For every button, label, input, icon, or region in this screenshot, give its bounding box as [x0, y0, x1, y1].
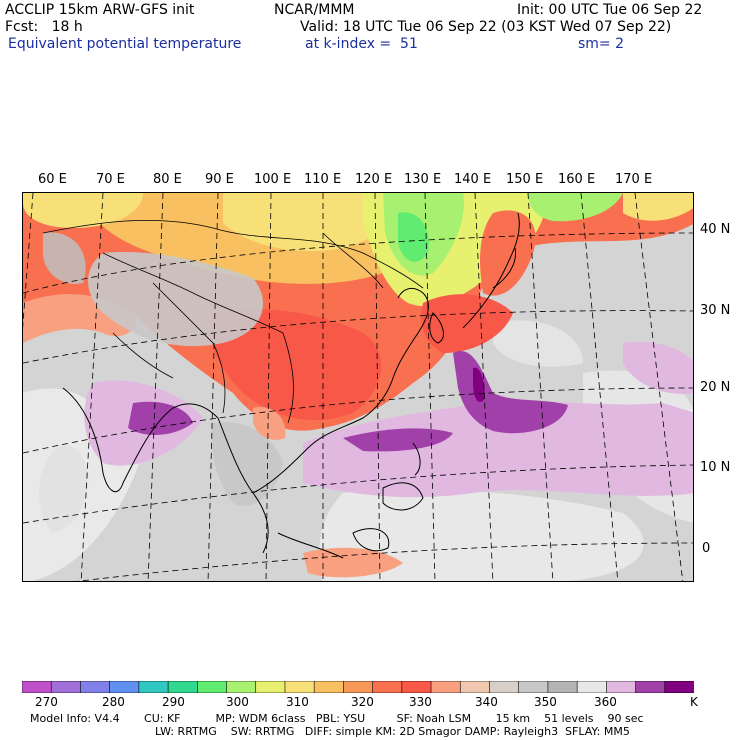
valid-time: Valid: 18 UTC Tue 06 Sep 22 (03 KST Wed …	[300, 19, 672, 35]
colorbar-swatch	[606, 681, 637, 693]
model-info-line1: Model Info: V4.4 CU: KF MP: WDM 6class P…	[30, 712, 644, 725]
colorbar-label: 290	[162, 695, 185, 709]
colorbar-label: 330	[409, 695, 432, 709]
colorbar-swatch	[576, 681, 608, 693]
lon-label: 90 E	[205, 172, 234, 187]
lat-label: 10 N	[700, 460, 731, 475]
colorbar-label: 320	[351, 695, 374, 709]
colorbar-swatch	[167, 681, 199, 693]
colorbar-label: 340	[475, 695, 498, 709]
field-name: Equivalent potential temperature	[8, 36, 242, 52]
lon-label: 170 E	[615, 172, 653, 187]
lon-label: 80 E	[153, 172, 182, 187]
lon-label: 160 E	[558, 172, 596, 187]
model-title: ACCLIP 15km ARW-GFS init	[5, 2, 195, 18]
forecast-hour: Fcst: 18 h	[5, 19, 83, 35]
colorbar-swatch	[401, 681, 432, 693]
lon-label: 120 E	[355, 172, 393, 187]
map-panel	[22, 192, 694, 582]
colorbar-swatch	[459, 681, 491, 693]
colorbar-swatch	[664, 681, 694, 693]
colorbar-swatch	[343, 681, 374, 693]
colorbar-swatch	[109, 681, 140, 693]
lon-label: 140 E	[454, 172, 492, 187]
colorbar-swatch	[372, 681, 403, 693]
level-label: at k-index = 51	[305, 36, 418, 52]
colorbar-label: 280	[102, 695, 125, 709]
lon-label: 70 E	[96, 172, 125, 187]
init-time: Init: 00 UTC Tue 06 Sep 22	[517, 2, 703, 18]
colorbar-unit: K	[690, 695, 698, 709]
colorbar-swatch	[284, 681, 315, 693]
lat-label: 40 N	[700, 222, 731, 237]
lon-label: 110 E	[304, 172, 342, 187]
colorbar-swatch	[489, 681, 520, 693]
lon-label: 130 E	[404, 172, 442, 187]
colorbar-swatch	[255, 681, 286, 693]
model-info-line2: LW: RRTMG SW: RRTMG DIFF: simple KM: 2D …	[155, 725, 630, 738]
colorbar-swatch	[22, 681, 53, 693]
theta-e-field	[23, 193, 693, 581]
colorbar-swatch	[313, 681, 345, 693]
colorbar-swatch	[635, 681, 666, 693]
lat-label: 20 N	[700, 380, 731, 395]
colorbar-swatch	[197, 681, 228, 693]
colorbar-swatch	[226, 681, 257, 693]
colorbar-swatch	[80, 681, 111, 693]
lon-label: 150 E	[506, 172, 544, 187]
colorbar-swatch	[547, 681, 578, 693]
colorbar-swatch	[138, 681, 169, 693]
colorbar-label: 360	[594, 695, 617, 709]
institution-label: NCAR/MMM	[274, 2, 355, 18]
lat-label: 30 N	[700, 303, 731, 318]
colorbar-label: 270	[35, 695, 58, 709]
colorbar-label: 310	[286, 695, 309, 709]
colorbar-swatch	[430, 681, 462, 693]
colorbar	[22, 681, 694, 693]
colorbar-swatch	[50, 681, 82, 693]
colorbar-label: 350	[534, 695, 557, 709]
smoothing-label: sm= 2	[578, 36, 625, 52]
lon-label: 100 E	[254, 172, 292, 187]
lon-label: 60 E	[38, 172, 67, 187]
colorbar-label: 300	[226, 695, 249, 709]
lat-label: 0	[702, 541, 711, 556]
colorbar-swatch	[518, 681, 549, 693]
